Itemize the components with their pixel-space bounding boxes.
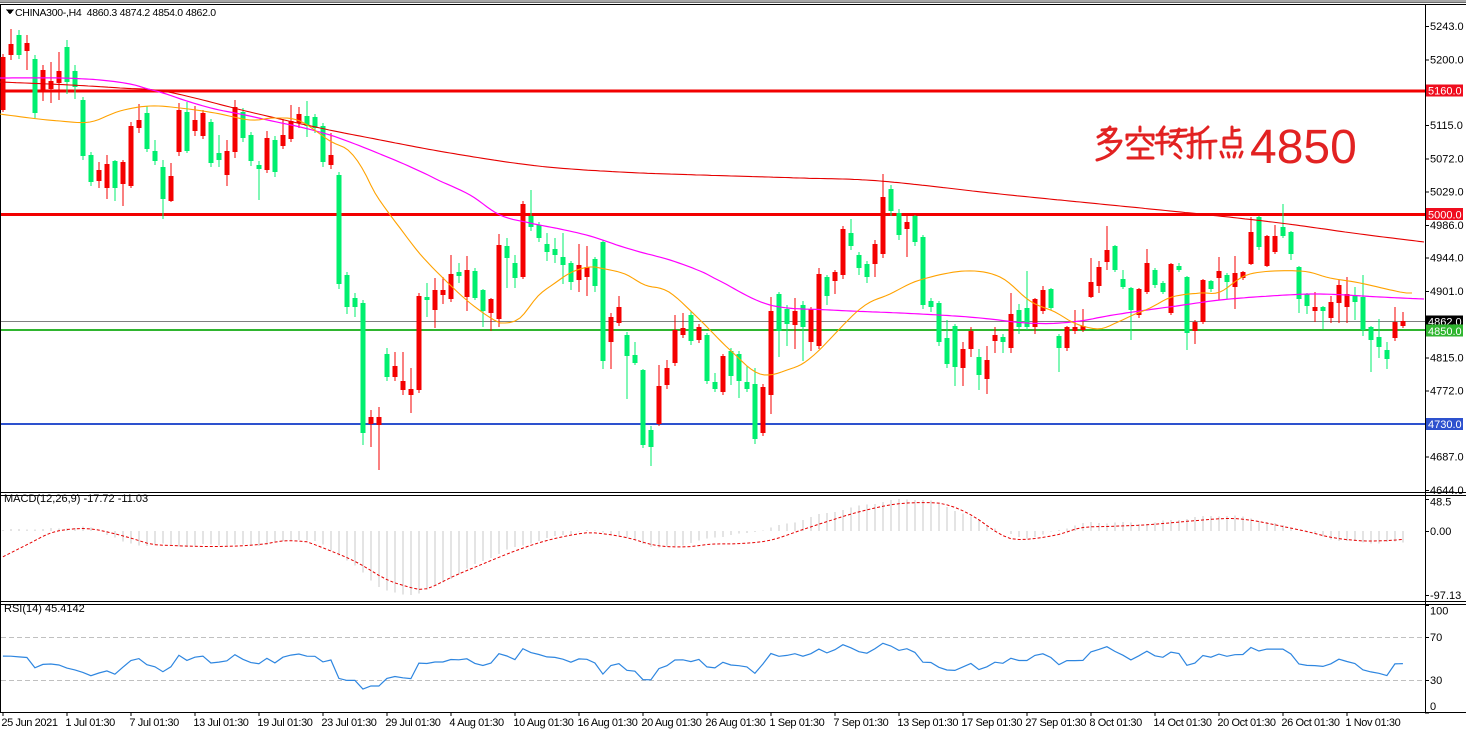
svg-text:MACD(12,26,9) -17.72 -11.03: MACD(12,26,9) -17.72 -11.03 (4, 493, 148, 505)
svg-text:0: 0 (1430, 701, 1436, 713)
svg-text:4986.0: 4986.0 (1430, 220, 1464, 232)
svg-text:4815.0: 4815.0 (1430, 352, 1464, 364)
svg-text:4850: 4850 (1250, 121, 1357, 174)
svg-text:14 Oct 01:30: 14 Oct 01:30 (1153, 717, 1211, 729)
svg-text:27 Sep 01:30: 27 Sep 01:30 (1025, 717, 1086, 729)
svg-text:0.00: 0.00 (1430, 526, 1451, 538)
svg-text:5243.0: 5243.0 (1430, 21, 1464, 33)
svg-text:17 Sep 01:30: 17 Sep 01:30 (961, 717, 1022, 729)
svg-text:20 Aug 01:30: 20 Aug 01:30 (641, 717, 701, 729)
svg-text:CHINA300-,H4 4860.3 4874.2 48: CHINA300-,H4 4860.3 4874.2 4854.0 4862.0 (15, 7, 216, 19)
svg-text:48.5: 48.5 (1430, 497, 1451, 509)
svg-text:RSI(14) 45.4142: RSI(14) 45.4142 (4, 603, 85, 615)
svg-text:5115.0: 5115.0 (1430, 120, 1463, 132)
svg-text:1 Nov 01:30: 1 Nov 01:30 (1345, 717, 1400, 729)
svg-text:5200.0: 5200.0 (1430, 54, 1464, 66)
svg-text:4730.0: 4730.0 (1428, 419, 1462, 431)
svg-text:7 Sep 01:30: 7 Sep 01:30 (833, 717, 888, 729)
svg-text:13 Sep 01:30: 13 Sep 01:30 (897, 717, 958, 729)
svg-text:1 Sep 01:30: 1 Sep 01:30 (769, 717, 824, 729)
svg-text:19 Jul 01:30: 19 Jul 01:30 (257, 717, 312, 729)
svg-text:4850.0: 4850.0 (1428, 326, 1462, 338)
svg-text:30: 30 (1430, 675, 1442, 687)
svg-text:4772.0: 4772.0 (1430, 386, 1464, 398)
svg-text:10 Aug 01:30: 10 Aug 01:30 (513, 717, 573, 729)
svg-text:5000.0: 5000.0 (1428, 209, 1462, 221)
svg-text:25 Jun 2021: 25 Jun 2021 (1, 717, 57, 729)
svg-text:100: 100 (1430, 606, 1448, 618)
svg-text:26 Oct 01:30: 26 Oct 01:30 (1281, 717, 1339, 729)
svg-text:5072.0: 5072.0 (1430, 153, 1464, 165)
svg-text:29 Jul 01:30: 29 Jul 01:30 (385, 717, 440, 729)
svg-text:7 Jul 01:30: 7 Jul 01:30 (129, 717, 179, 729)
svg-text:-97.13: -97.13 (1430, 590, 1461, 602)
svg-text:8 Oct 01:30: 8 Oct 01:30 (1089, 717, 1142, 729)
svg-text:5029.0: 5029.0 (1430, 187, 1464, 199)
svg-text:20 Oct 01:30: 20 Oct 01:30 (1217, 717, 1275, 729)
svg-text:70: 70 (1430, 632, 1442, 644)
svg-text:4 Aug 01:30: 4 Aug 01:30 (449, 717, 504, 729)
svg-text:4687.0: 4687.0 (1430, 452, 1464, 464)
svg-text:4944.0: 4944.0 (1430, 253, 1464, 265)
svg-text:4644.0: 4644.0 (1430, 485, 1464, 497)
svg-text:5160.0: 5160.0 (1428, 86, 1462, 98)
svg-text:26 Aug 01:30: 26 Aug 01:30 (705, 717, 765, 729)
svg-text:13 Jul 01:30: 13 Jul 01:30 (193, 717, 248, 729)
svg-text:23 Jul 01:30: 23 Jul 01:30 (321, 717, 376, 729)
svg-text:16 Aug 01:30: 16 Aug 01:30 (577, 717, 637, 729)
svg-text:4901.0: 4901.0 (1430, 286, 1464, 298)
svg-text:1 Jul 01:30: 1 Jul 01:30 (65, 717, 115, 729)
